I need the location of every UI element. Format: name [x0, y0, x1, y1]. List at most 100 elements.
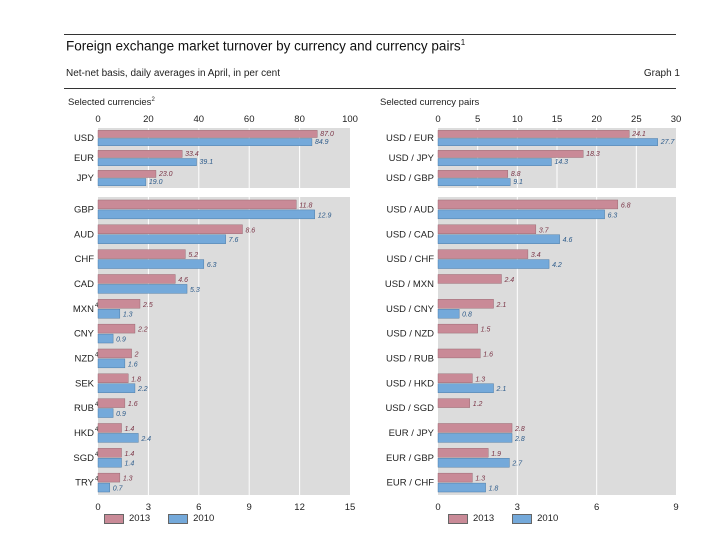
bar-2010	[437, 158, 552, 166]
category-label: USD / EUR	[386, 133, 434, 144]
category-label: RUB	[74, 403, 94, 414]
bar-2013	[97, 472, 121, 483]
legend-swatch-2010	[168, 513, 189, 524]
category-note: 4	[95, 303, 99, 309]
data-label-2013: 2	[134, 351, 139, 358]
bar-2013	[97, 398, 126, 408]
data-label-2013: 8.6	[245, 227, 255, 234]
bar-2013	[97, 274, 176, 284]
tick-label: 20	[143, 114, 154, 125]
tick-label: 10	[512, 114, 523, 125]
category-label: USD / CAD	[386, 229, 434, 240]
left-legend: 2013 2010	[104, 513, 214, 524]
category-label: EUR	[74, 153, 94, 164]
bar-2013	[437, 423, 513, 433]
data-label-2013: 2.4	[503, 277, 514, 284]
data-label-2010: 0.9	[116, 411, 126, 418]
bar-2010	[437, 234, 560, 244]
category-label: CHF	[74, 254, 94, 265]
bar-2010	[437, 482, 486, 493]
category-label: USD / NZD	[387, 329, 435, 340]
data-label-2010: 7.6	[229, 237, 239, 244]
tick-label: 25	[631, 114, 642, 125]
data-label-2010: 9.1	[513, 179, 523, 186]
data-label-2013: 1.3	[475, 476, 485, 483]
top-rule	[64, 34, 676, 35]
bar-2013	[97, 448, 122, 458]
data-label-2013: 1.6	[128, 401, 138, 408]
data-label-2010: 0.9	[116, 337, 126, 344]
tick-label: 6	[594, 502, 599, 513]
bar-2010	[97, 259, 205, 269]
chart-title: Foreign exchange market turnover by curr…	[66, 38, 465, 54]
bar-2010	[437, 178, 511, 186]
data-label-2013: 5.2	[188, 252, 198, 259]
data-label-2013: 1.2	[473, 401, 483, 408]
bar-2013	[97, 348, 132, 359]
right-panel-title: Selected currency pairs	[380, 97, 480, 108]
category-label: USD / RUB	[386, 353, 434, 364]
graph-label: Graph 1	[643, 68, 680, 79]
category-label: USD / AUD	[386, 204, 434, 215]
tick-label: 15	[552, 114, 563, 125]
right-legend: 2013 2010	[448, 513, 558, 524]
bar-2013	[437, 373, 473, 383]
category-label: SGD	[73, 453, 94, 464]
category-note: 4	[95, 402, 99, 408]
bar-2013	[97, 299, 141, 309]
data-label-2010: 0.7	[113, 486, 124, 493]
category-label: USD / SGD	[385, 403, 434, 414]
category-label: AUD	[74, 229, 94, 240]
tick-label: 0	[435, 114, 440, 125]
bar-2013	[97, 130, 318, 138]
bar-2010	[97, 178, 147, 186]
data-label-2013: 1.3	[475, 376, 485, 383]
bar-2013	[437, 348, 481, 359]
data-label-2010: 1.4	[125, 461, 135, 468]
plot-area	[98, 197, 350, 495]
legend-swatch-2010	[512, 513, 533, 524]
tick-label: 40	[194, 114, 205, 125]
category-label: USD / CHF	[387, 254, 435, 265]
tick-label: 20	[591, 114, 602, 125]
chart-title-text: Foreign exchange market turnover by curr…	[66, 38, 461, 54]
data-label-2010: 4.2	[552, 262, 562, 269]
data-label-2010: 2.7	[511, 461, 523, 468]
category-label: SEK	[75, 378, 95, 389]
tick-label: 12	[294, 502, 305, 513]
tick-label: 0	[95, 502, 100, 513]
data-label-2013: 3.4	[531, 252, 541, 259]
bar-2013	[97, 423, 122, 433]
bar-2010	[97, 158, 197, 166]
tick-label: 6	[196, 502, 201, 513]
left-panel-title-note: 2	[151, 97, 155, 103]
data-label-2010: 6.3	[207, 262, 217, 269]
data-label-2013: 23.0	[158, 171, 173, 178]
category-label: MXN	[73, 304, 94, 315]
category-label: GBP	[74, 204, 94, 215]
category-label: EUR / CHF	[387, 478, 435, 489]
bar-2010	[437, 383, 494, 393]
left-panel-title-text: Selected currencies	[68, 97, 152, 109]
legend-label-2010: 2010	[537, 513, 559, 524]
chart-title-note: 1	[460, 38, 466, 47]
data-label-2013: 33.4	[185, 151, 199, 158]
category-note: 4	[95, 427, 99, 433]
data-label-2013: 24.1	[631, 131, 646, 138]
bar-2010	[97, 234, 226, 244]
tick-label: 100	[342, 114, 358, 125]
data-label-2010: 2.8	[514, 436, 525, 443]
bar-2010	[97, 333, 114, 344]
category-label: USD / GBP	[386, 173, 434, 184]
bar-2010	[97, 284, 188, 294]
legend-swatch-2013	[448, 513, 468, 524]
bar-2013	[97, 323, 136, 334]
data-label-2010: 19.0	[149, 179, 163, 186]
bar-2013	[437, 170, 509, 178]
data-label-2013: 1.9	[491, 451, 501, 458]
bar-2010	[437, 209, 605, 220]
tick-label: 60	[244, 114, 255, 125]
data-label-2013: 1.8	[131, 376, 141, 383]
tick-label: 3	[146, 502, 151, 513]
